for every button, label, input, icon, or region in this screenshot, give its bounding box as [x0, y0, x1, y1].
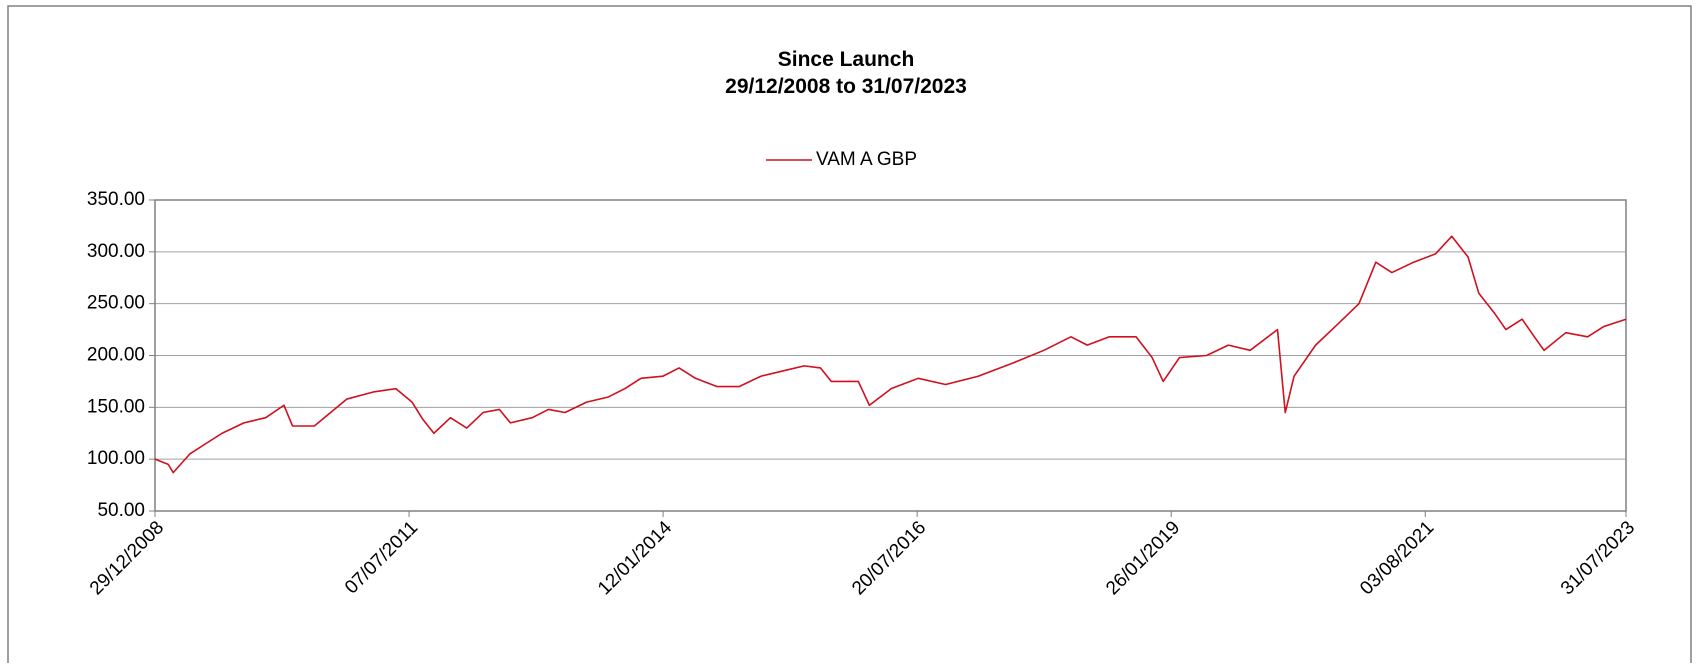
y-tick-label: 100.00: [87, 448, 145, 469]
chart-title: Since Launch: [778, 48, 915, 71]
chart-border: [7, 5, 1692, 667]
legend-label: VAM A GBP: [816, 149, 917, 170]
y-tick-label: 250.00: [87, 293, 145, 314]
chart-subtitle: 29/12/2008 to 31/07/2023: [725, 75, 967, 98]
y-tick-label: 200.00: [87, 345, 145, 366]
y-tick-label: 300.00: [87, 241, 145, 262]
series-line: [154, 235, 1627, 474]
plot-area: [154, 199, 1627, 512]
y-tick-label: 50.00: [97, 500, 145, 521]
y-tick-label: 350.00: [87, 189, 145, 210]
y-tick-label: 150.00: [87, 396, 145, 417]
